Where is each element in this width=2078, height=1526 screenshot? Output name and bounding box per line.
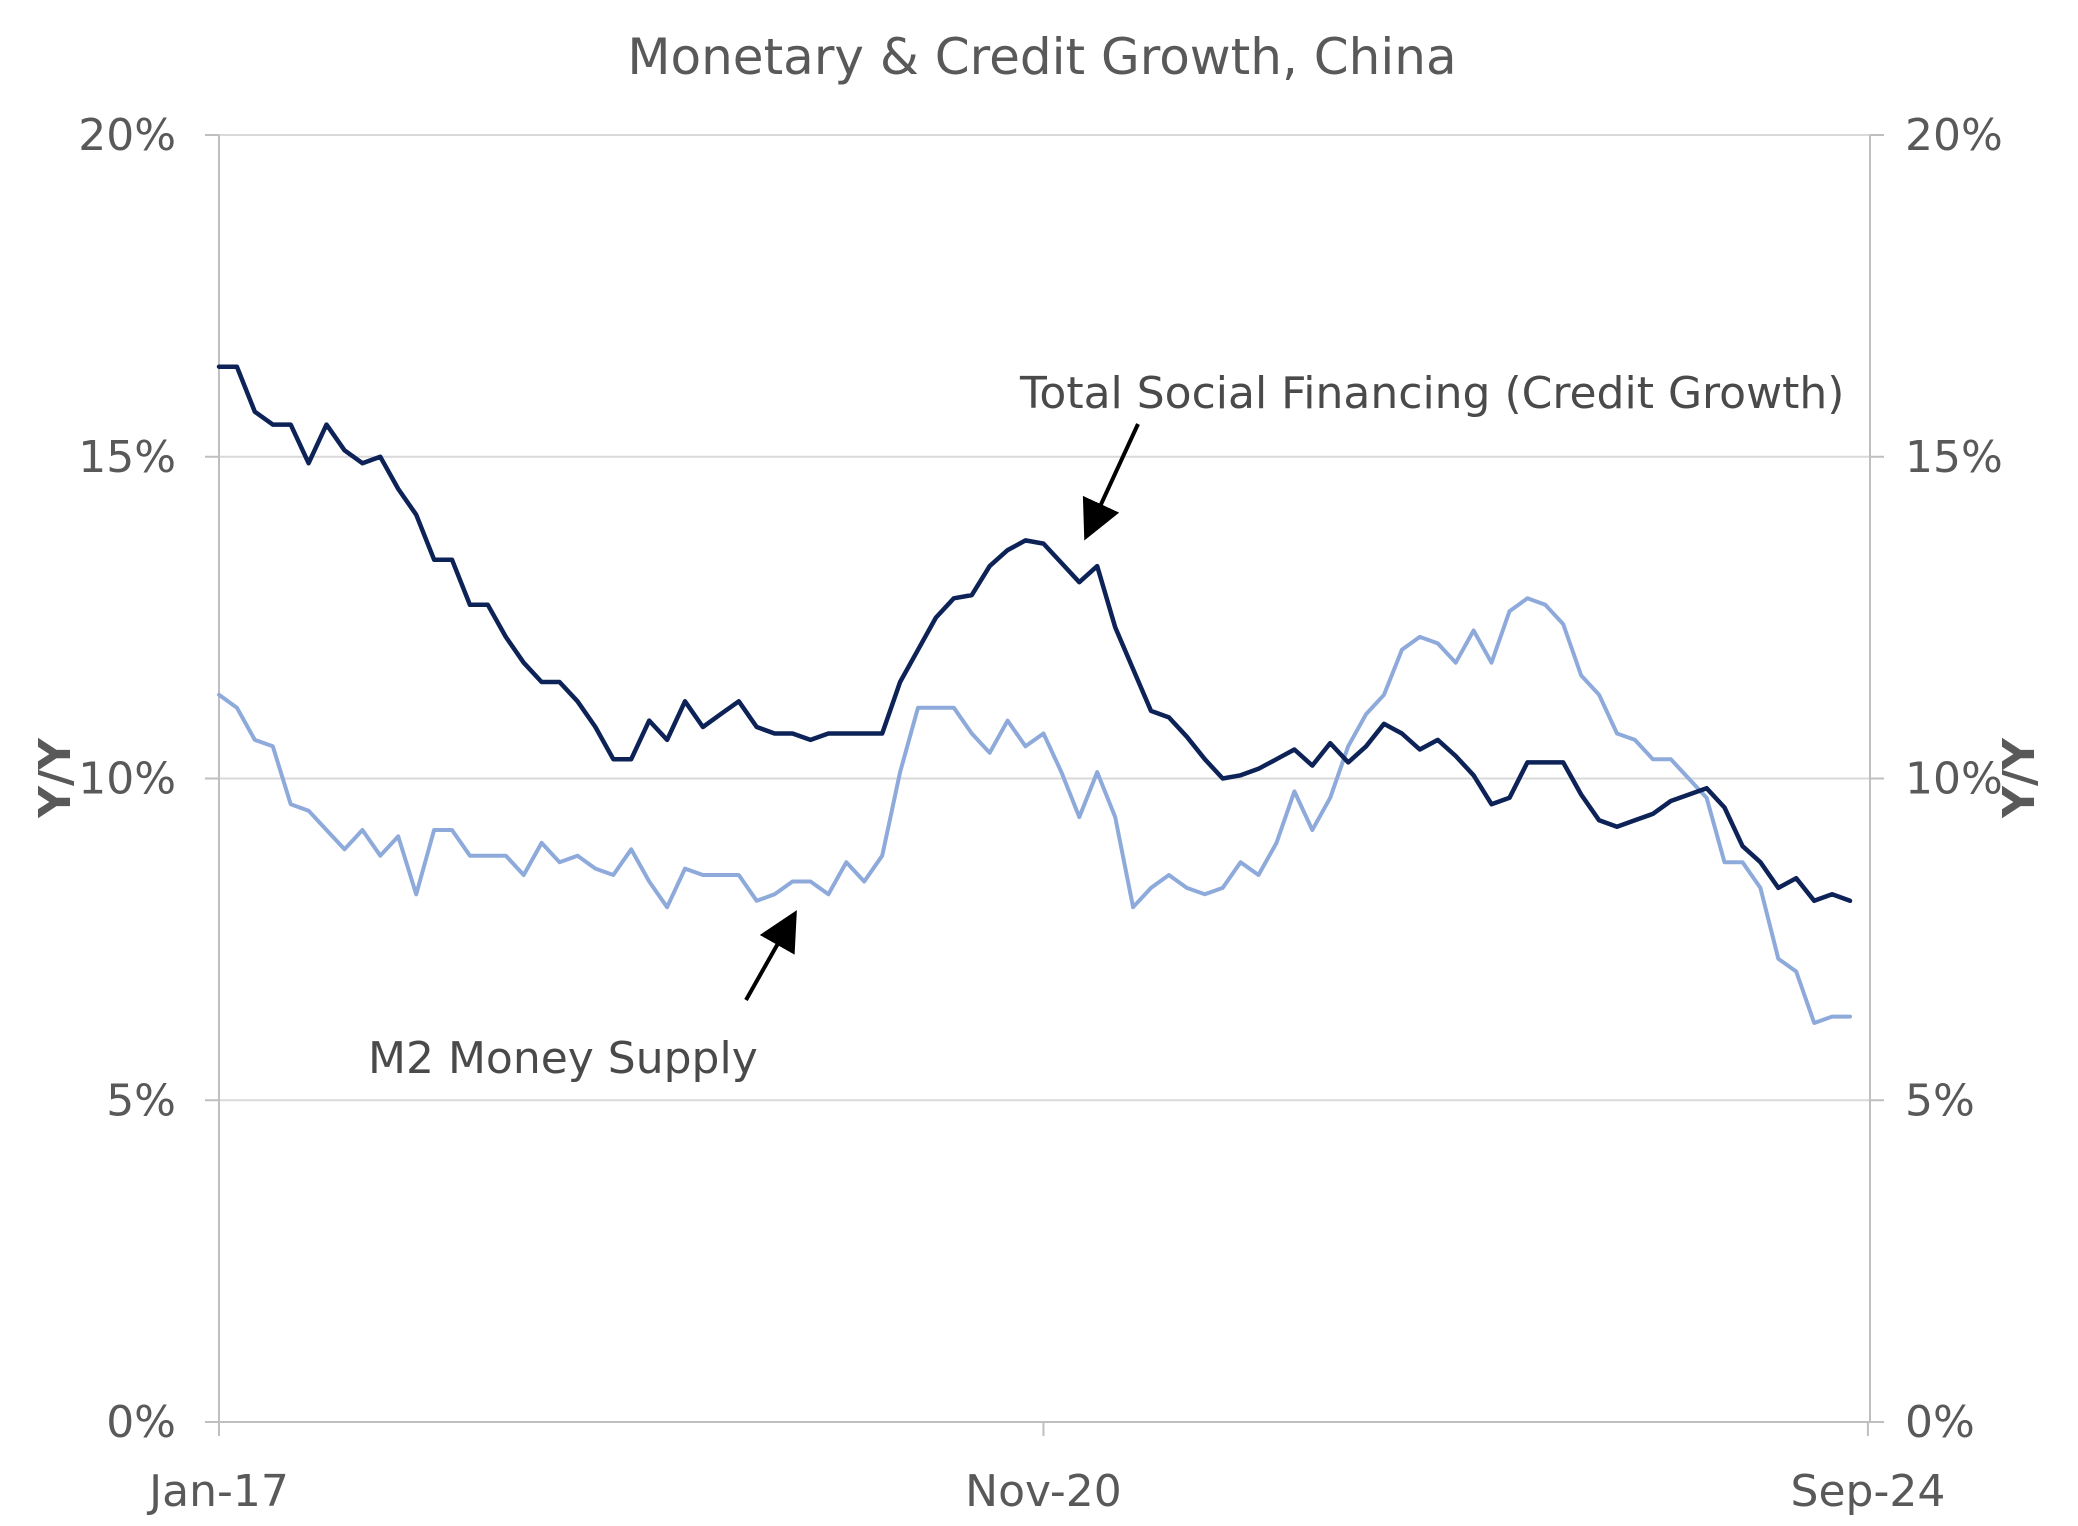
y-tick-label-right: 5%: [1905, 1075, 1975, 1126]
y-tick-label-left: 0%: [106, 1397, 176, 1448]
m2-annotation-arrow: [744, 910, 797, 1001]
axes: [205, 134, 1884, 1436]
tick-labels: 0% 0% 5% 5% 10% 10% 15% 15% 20% 20% Jan-17 Nov-20 Se…: [78, 110, 2003, 1517]
chart-title: Monetary & Credit Growth, China: [627, 28, 1456, 86]
tsf-annotation-arrow: [1082, 423, 1140, 541]
y-tick-label-left: 10%: [78, 754, 176, 805]
y-axis-title-right: Y/Y: [1994, 737, 2045, 819]
tsf-series-line: [216, 364, 1853, 904]
x-tick-label: Jan-17: [146, 1466, 289, 1517]
x-tick-label: Nov-20: [965, 1466, 1122, 1517]
y-axis-title-left: Y/Y: [30, 737, 81, 819]
y-tick-label-right: 20%: [1905, 110, 2003, 161]
m2-annotation: M2 Money Supply: [368, 1033, 758, 1084]
series-layer: [216, 364, 1853, 1025]
gridlines: [219, 134, 1870, 1102]
y-tick-label-right: 0%: [1905, 1397, 1975, 1448]
y-tick-label-left: 20%: [78, 110, 176, 161]
m2-series-line: [217, 596, 1852, 1025]
y-tick-label-right: 15%: [1905, 432, 2003, 483]
y-tick-label-left: 15%: [78, 432, 176, 483]
x-tick-label: Sep-24: [1791, 1466, 1946, 1517]
y-tick-label-left: 5%: [106, 1075, 176, 1126]
tsf-annotation: Total Social Financing (Credit Growth): [1019, 368, 1844, 419]
y-tick-label-right: 10%: [1905, 754, 2003, 805]
